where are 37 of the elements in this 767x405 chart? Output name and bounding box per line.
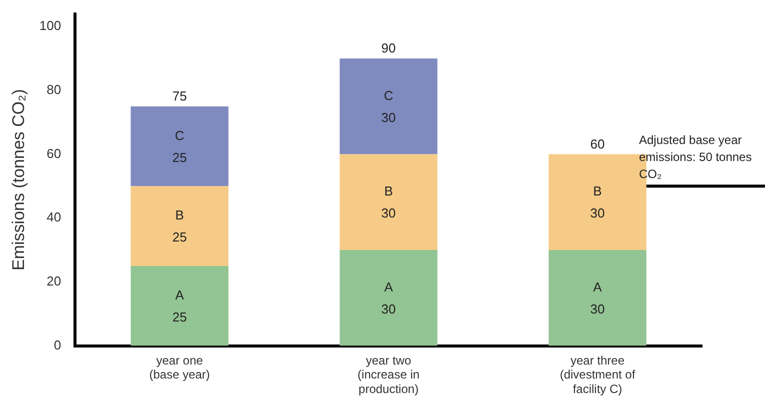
data-label: 30	[381, 110, 396, 125]
text: C	[384, 88, 394, 103]
data-label: 30	[590, 206, 605, 221]
x-tick-label: year one (base year)	[149, 353, 210, 382]
y-tick-label: 100	[39, 18, 62, 34]
data-label: 25	[172, 309, 187, 324]
y-tick-label: 80	[46, 82, 62, 97]
bar	[548, 250, 646, 346]
x-tick-label: year two (increase in production)	[358, 353, 420, 396]
data-label: 30	[590, 301, 605, 316]
text: A	[593, 279, 602, 294]
bar	[130, 186, 228, 266]
series-label: B	[175, 208, 184, 223]
x-tick-label: year three (divestment of facility C)	[560, 353, 636, 396]
text: A	[384, 279, 393, 294]
series-label: A	[175, 287, 184, 302]
data-label: 30	[381, 301, 396, 316]
y-axis-title: Emissions (tonnes CO₂)	[8, 89, 28, 270]
series-label: C	[174, 128, 184, 143]
total-label: 75	[172, 88, 187, 104]
total-label: 90	[381, 40, 396, 56]
y-tick-label: 60	[46, 146, 62, 161]
ref-line-label: Adjusted base year emissions: 50 tonnes CO₂	[639, 133, 752, 182]
bar	[340, 250, 438, 346]
total-label: 60	[590, 136, 605, 152]
y-tick-label: 20	[46, 274, 62, 289]
bar	[130, 106, 228, 186]
data-label: 30	[381, 206, 396, 221]
bar	[130, 266, 228, 346]
y-tick-label: 40	[46, 210, 62, 225]
bar	[340, 154, 438, 250]
bar	[340, 58, 438, 154]
text: B	[593, 184, 602, 199]
y-tick-label: 0	[54, 337, 62, 352]
data-label: 25	[172, 150, 187, 165]
data-label: 25	[172, 230, 187, 245]
text: B	[384, 184, 393, 199]
